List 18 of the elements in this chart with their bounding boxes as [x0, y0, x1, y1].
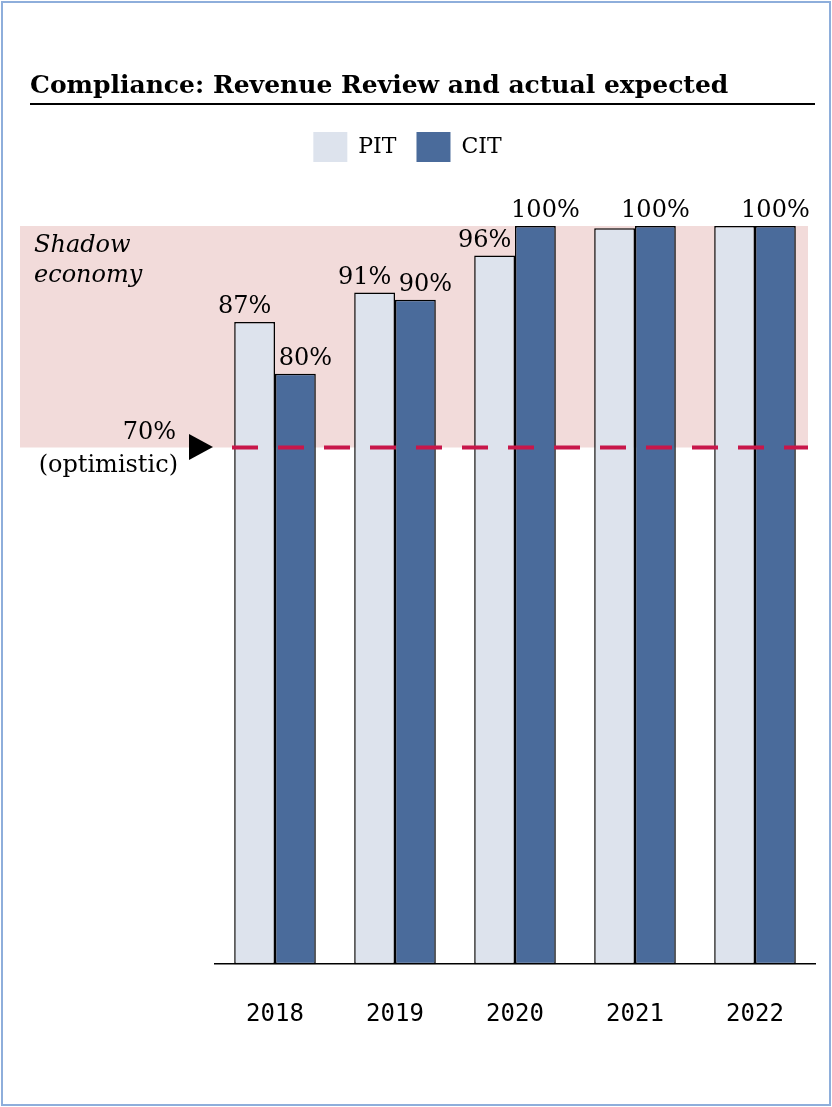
- data-label: 90%: [398, 269, 453, 298]
- x-tick-label: 2021: [606, 998, 664, 1027]
- data-label: 87%: [217, 291, 272, 320]
- x-tick-label: 2022: [726, 998, 784, 1027]
- data-label: 100%: [621, 195, 690, 224]
- data-label: 100%: [511, 195, 580, 224]
- x-tick-label: 2020: [486, 998, 544, 1027]
- data-label: 91%: [337, 261, 392, 290]
- band-label: Shadow economy: [34, 230, 143, 289]
- data-label: 100%: [741, 195, 810, 224]
- x-tick-label: 2018: [246, 998, 304, 1027]
- ref-line-label: 70% (optimistic): [38, 416, 178, 478]
- legend-label: CIT: [461, 132, 503, 158]
- legend-label: PIT: [358, 132, 397, 158]
- data-label: 96%: [457, 224, 512, 253]
- data-label: 80%: [278, 342, 333, 371]
- x-tick-label: 2019: [366, 998, 424, 1027]
- chart-title: Compliance: Revenue Review and actual expected: [30, 70, 815, 105]
